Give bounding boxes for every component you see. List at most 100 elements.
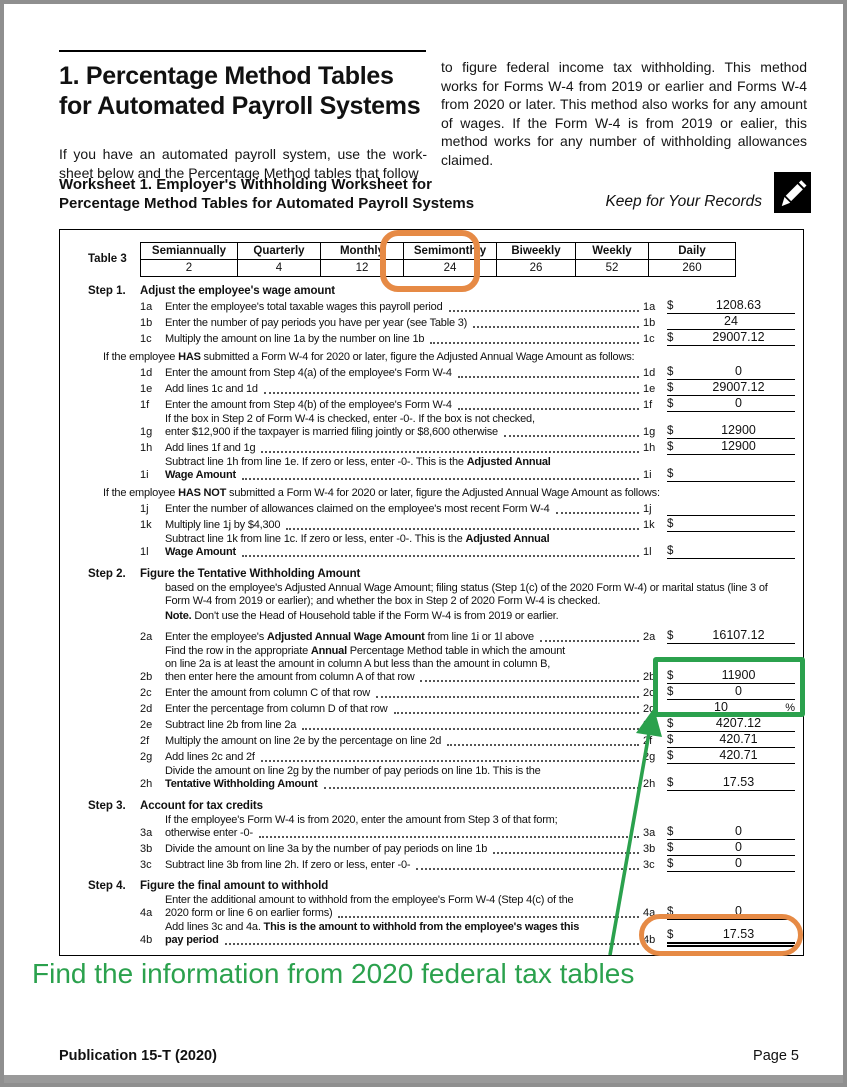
line-desc-text: Subtract line 1h from line 1e. If zero o… [165, 456, 551, 468]
line-code-left: 2d [140, 703, 153, 715]
dot-leader [260, 760, 639, 762]
dot-leader [338, 916, 639, 918]
line-description: Subtract line 3b from line 2h. If zero o… [165, 859, 643, 872]
amount-field-1b: 24 [667, 315, 795, 330]
table3-col-header: Weekly [575, 242, 649, 260]
dot-leader [493, 852, 639, 854]
table3-col-value: 12 [320, 259, 404, 277]
line-desc-last: Enter the amount from Step 4(a) of the e… [165, 367, 643, 380]
line-desc-text: Multiply line 1j by $4,300 [165, 519, 281, 531]
dollar-sign: $ [667, 858, 674, 870]
line-desc-text: Subtract line 2b from line 2a [165, 719, 297, 731]
worksheet-header: Worksheet 1. Employer's Withholding Work… [59, 172, 811, 213]
dollar-sign: $ [667, 518, 674, 530]
amount-cell-1d: $0 [667, 365, 795, 380]
step-title: Figure the final amount to withhold [140, 880, 329, 892]
line-code-left: 1l [140, 546, 149, 558]
line-desc-last: Multiply the amount on line 1a by the nu… [165, 333, 643, 346]
line-code-left: 3c [140, 859, 152, 871]
line-code-right: 1h [643, 442, 656, 454]
amount-cell-1e: $29007.12 [667, 381, 795, 396]
dot-leader [539, 640, 639, 642]
line-desc-text: Enter the number of pay periods you have… [165, 317, 468, 329]
amount-value-1h: 12900 [721, 439, 756, 453]
line-code-right: 1d [643, 367, 656, 379]
intro-paragraph-left: If you have an automated payroll system,… [59, 146, 427, 181]
dot-leader [420, 680, 639, 682]
line-desc-last: pay period [165, 934, 643, 947]
amount-value-3a: 0 [735, 824, 742, 838]
step-header: Step 2. Figure the Tentative Withholding … [88, 568, 795, 581]
line-desc-last: Add lines 1c and 1d [165, 383, 643, 396]
amount-field-1e: $29007.12 [667, 381, 795, 396]
amount-cell-1b: 24 [667, 315, 795, 330]
amount-field-1f: $0 [667, 397, 795, 412]
section-title-line1: 1. Percentage Method Tables [59, 62, 394, 90]
line-code-right: 4b [643, 934, 656, 946]
worksheet-line-2c: 2c Enter the amount from column C of that… [88, 685, 795, 700]
line-desc-text: Enter the employee's total taxable wages… [165, 301, 443, 313]
line-code-right: 2h [643, 778, 656, 790]
amount-field-1d: $0 [667, 365, 795, 380]
amount-field-2g: $420.71 [667, 749, 795, 764]
dollar-sign: $ [667, 630, 674, 642]
dot-leader [261, 451, 639, 453]
line-description: Add lines 3c and 4a. This is the amount … [165, 921, 643, 947]
dollar-sign: $ [667, 398, 674, 410]
dot-leader [430, 342, 639, 344]
line-desc-text: Subtract line 1k from line 1c. If zero o… [165, 533, 550, 545]
line-description: Divide the amount on line 3a by the numb… [165, 843, 643, 856]
line-desc-last: Wage Amount [165, 469, 643, 482]
line-code-left: 2c [140, 687, 152, 699]
worksheet-line-1b: 1b Enter the number of pay periods you ha… [88, 315, 795, 330]
dollar-sign: $ [667, 468, 674, 480]
line-desc-text: Multiply the amount on line 1a by the nu… [165, 333, 425, 345]
dot-leader [473, 326, 639, 328]
worksheet-line-1k: 1k Multiply line 1j by $4,300 1k $ [88, 517, 795, 532]
line-desc-text: Enter the amount from column C of that r… [165, 687, 370, 699]
amount-field-3a: $0 [667, 825, 795, 840]
line-desc-last: Enter the number of allowances claimed o… [165, 503, 643, 516]
amount-field-1c: $29007.12 [667, 331, 795, 346]
dot-leader [241, 555, 639, 557]
line-desc-text: Add lines 1c and 1d [165, 383, 258, 395]
line-description: Multiply line 1j by $4,300 [165, 519, 643, 532]
worksheet-line-1e: 1e Add lines 1c and 1d 1e $29007.12 [88, 381, 795, 396]
line-code-right: 2a [643, 631, 656, 643]
amount-value-1d: 0 [735, 364, 742, 378]
worksheet-rows: Step 1. Adjust the employee's wage amount… [88, 285, 805, 956]
intro-paragraph-right: to figure federal income tax withholding… [441, 59, 807, 168]
line-code-left: 1a [140, 301, 153, 313]
amount-field-1g: $12900 [667, 424, 795, 439]
amount-cell-1c: $29007.12 [667, 331, 795, 346]
conditional-intro-text: If the employee HAS submitted a Form W-4… [103, 351, 635, 363]
amount-value-2a: 16107.12 [712, 628, 765, 642]
step-header: Step 3. Account for tax credits [88, 800, 795, 813]
line-code-left: 2h [140, 778, 153, 790]
step-number: Step 1. [88, 285, 126, 297]
amount-value-2f: 420.71 [719, 732, 758, 746]
line-desc-text: Divide the amount on line 2g by the numb… [165, 765, 541, 777]
amount-cell-1h: $12900 [667, 440, 795, 455]
dollar-sign: $ [667, 929, 674, 941]
line-code-right: 1i [643, 469, 652, 481]
worksheet-line-1h: 1h Add lines 1f and 1g 1h $12900 [88, 440, 795, 455]
line-code-right: 3b [643, 843, 656, 855]
line-code-left: 4b [140, 934, 153, 946]
amount-cell-1a: $1208.63 [667, 299, 795, 314]
dollar-sign: $ [667, 826, 674, 838]
step-subtext: based on the employee's Adjusted Annual … [165, 582, 768, 607]
dot-leader [393, 712, 639, 714]
step-subtext-line: Note. Don't use the Head of Household ta… [88, 610, 795, 623]
line-code-right: 2e [643, 719, 656, 731]
dot-leader [323, 787, 639, 789]
line-desc-text: Add lines 1f and 1g [165, 442, 256, 454]
amount-cell-1l: $ [667, 544, 795, 559]
line-code-right: 2d [643, 703, 656, 715]
amount-value-1e: 29007.12 [712, 380, 765, 394]
line-desc-text: Divide the amount on line 3a by the numb… [165, 843, 488, 855]
amount-cell-3b: $0 [667, 841, 795, 856]
worksheet-line-1f: 1f Enter the amount from Step 4(b) of the… [88, 397, 795, 412]
percent-sign: % [785, 702, 795, 714]
